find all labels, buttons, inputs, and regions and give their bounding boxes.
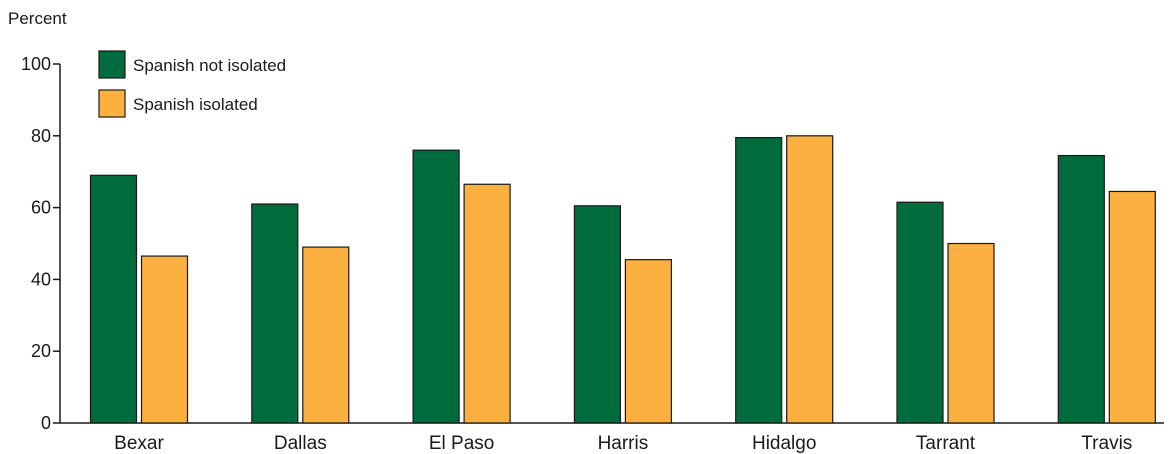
bar-travis-series-1 xyxy=(1057,154,1105,424)
bar-hidalgo-series-2 xyxy=(786,135,834,424)
bar-dallas-series-1 xyxy=(251,203,299,424)
y-tick-label: 20 xyxy=(31,341,51,361)
x-tick-label: El Paso xyxy=(429,433,494,454)
bar-tarrant-series-1 xyxy=(896,201,944,424)
axes: 0 20 40 60 80 100 xyxy=(21,54,1164,433)
bar-dallas-series-2 xyxy=(302,246,350,424)
category-labels: Bexar Dallas El Paso Harris Hidalgo Tarrant Tr… xyxy=(114,433,1132,454)
legend-label-2: Spanish isolated xyxy=(133,95,258,114)
bar-harris-series-2 xyxy=(624,259,673,424)
x-tick-label: Bexar xyxy=(114,433,164,454)
bar-hidalgo-series-1 xyxy=(735,136,783,424)
x-tick-label: Tarrant xyxy=(916,433,976,454)
bar-bexar-series-1 xyxy=(89,174,138,424)
y-tick-label: 60 xyxy=(31,198,51,218)
bar-travis-series-2 xyxy=(1108,190,1156,424)
y-tick-label: 40 xyxy=(31,269,51,289)
bar-bexar-series-2 xyxy=(140,255,189,424)
y-tick-label: 80 xyxy=(31,126,51,146)
x-tick-label: Travis xyxy=(1081,433,1132,454)
bars xyxy=(89,135,1156,424)
bar-tarrant-series-2 xyxy=(947,242,995,424)
bar-el-paso-series-1 xyxy=(412,149,460,424)
y-tick-label: 100 xyxy=(21,54,51,74)
legend-swatch-1 xyxy=(98,50,126,79)
y-tick-label: 0 xyxy=(41,413,51,433)
legend-label-1: Spanish not isolated xyxy=(133,56,286,75)
bar-harris-series-1 xyxy=(573,205,622,424)
y-axis-label: Percent xyxy=(8,9,67,28)
bar-el-paso-series-2 xyxy=(463,183,511,424)
x-tick-label: Dallas xyxy=(274,433,327,454)
x-tick-label: Hidalgo xyxy=(752,433,816,454)
legend-swatch-2 xyxy=(98,89,126,118)
x-tick-label: Harris xyxy=(598,433,649,454)
legend: Spanish not isolated Spanish isolated xyxy=(98,50,286,118)
